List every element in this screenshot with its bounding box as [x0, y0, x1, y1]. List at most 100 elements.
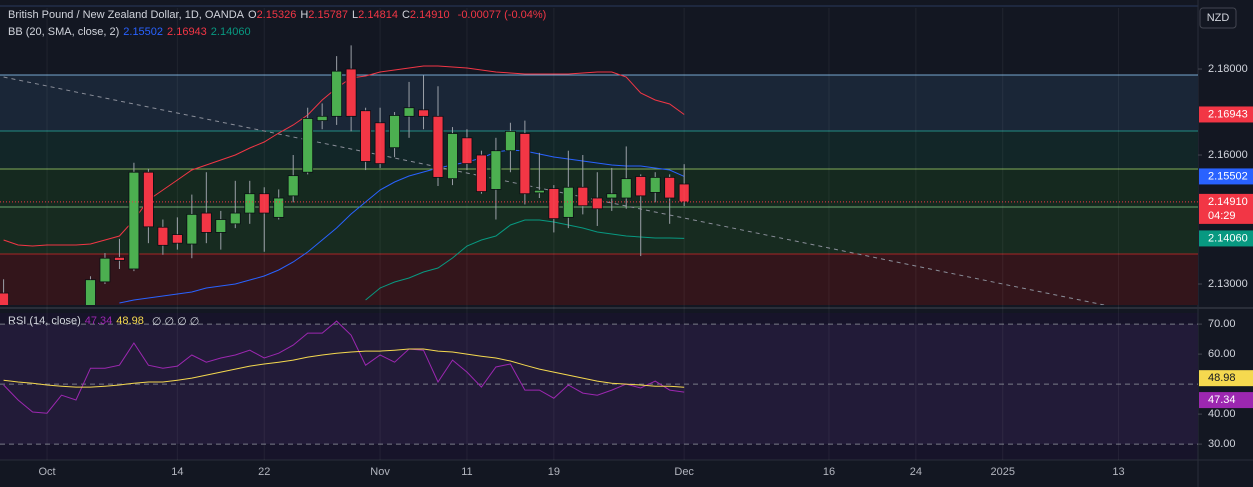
rsi-plot — [0, 320, 1198, 445]
ohlc-key: H — [300, 9, 309, 21]
ohlc-value: 2.15326 — [256, 9, 297, 21]
rsi-line — [3, 320, 685, 414]
candle-body — [635, 176, 647, 197]
bb-values: 2.15502 2.16943 2.14060 — [123, 26, 254, 38]
rsi-value: 47.34 — [84, 315, 113, 327]
ohlc-key: C — [401, 9, 410, 21]
candle-body — [345, 68, 357, 117]
candle-body — [664, 176, 676, 199]
price-pane — [0, 45, 1198, 305]
candle-body — [519, 133, 531, 195]
price-badge-label: 2.14060 — [1208, 232, 1248, 244]
axes: Oct 14 22 Nov 11 19 Dec 16 24 2025 13 2.18000 2.1600… — [38, 8, 1253, 478]
rsi-extra: ∅ ∅ ∅ ∅ — [151, 316, 200, 328]
candle-body — [99, 257, 111, 283]
countdown: 04:29 — [1208, 210, 1236, 222]
y-tick-label: 2.13000 — [1208, 278, 1248, 290]
rsi-badge — [1199, 370, 1253, 387]
x-tick-label: 2025 — [990, 466, 1014, 478]
candle-body — [200, 212, 212, 233]
candle-body — [591, 197, 603, 210]
x-tick-label: 13 — [1112, 466, 1124, 478]
candle-body — [548, 188, 560, 220]
candle-body — [533, 189, 545, 194]
candle-body — [360, 110, 372, 162]
x-tick-label: 11 — [461, 466, 472, 478]
candle-body — [620, 178, 632, 199]
bb-value: 2.16943 — [167, 26, 207, 38]
candle-body — [258, 193, 270, 214]
rsi-value: 48.98 — [116, 315, 144, 327]
candle-body — [649, 176, 661, 193]
candle-body — [0, 292, 10, 305]
ohlc: O2.15326 H2.15787 L2.14814 C2.14910 — [248, 9, 454, 21]
candle-body — [316, 115, 328, 122]
price-badge — [1199, 168, 1253, 185]
candle-body — [490, 150, 502, 190]
bb-name: BB (20, SMA, close, 2) — [8, 26, 120, 38]
candle-body — [171, 234, 183, 244]
candle-body — [374, 122, 386, 165]
x-tick-label: 14 — [171, 466, 183, 478]
close-badge — [1199, 193, 1253, 224]
level-zone — [0, 75, 1198, 132]
rsi-y-tick-label: 40.00 — [1208, 408, 1236, 420]
candle-body — [244, 193, 256, 214]
rsi-legend: RSI (14, close) 47.34 48.98 ∅ ∅ ∅ ∅ — [8, 315, 199, 328]
rsi-y-tick-label: 70.00 — [1208, 318, 1236, 330]
candle-body — [128, 171, 140, 270]
change: -0.00077 (-0.04%) — [457, 9, 547, 21]
price-badge — [1199, 230, 1253, 247]
y-tick-label: 2.16000 — [1208, 149, 1248, 161]
rsi-values: 47.34 48.98 — [85, 315, 148, 328]
x-tick-label: Dec — [674, 466, 694, 478]
candle-body — [142, 171, 154, 228]
candle-body — [331, 70, 343, 117]
ohlc-key: L — [352, 9, 359, 21]
price-badge-label: 2.15502 — [1208, 170, 1248, 182]
candle-body — [215, 219, 227, 233]
candle-body — [577, 186, 589, 207]
x-tick-label: 22 — [258, 466, 270, 478]
y-tick-label: 2.18000 — [1208, 63, 1248, 75]
candle-body — [389, 115, 400, 149]
candle-body — [606, 193, 618, 199]
candle-body — [85, 279, 96, 305]
price-badge-label: 2.16943 — [1208, 108, 1248, 120]
rsi-y-tick-label: 30.00 — [1208, 438, 1236, 450]
ohlc-key: O — [248, 9, 257, 21]
rsi-name: RSI (14, close) — [8, 315, 81, 327]
candle-body — [273, 197, 285, 218]
price-badge — [1199, 106, 1253, 123]
rsi-badge-label: 48.98 — [1208, 372, 1236, 384]
symbol-legend: British Pound / New Zealand Dollar, 1D, … — [8, 9, 546, 21]
candle-body — [229, 212, 241, 225]
currency: NZD — [1207, 12, 1230, 24]
rsi-badge — [1199, 392, 1253, 409]
bb-value: 2.15502 — [123, 26, 164, 38]
rsi-badge-label: 47.34 — [1208, 394, 1236, 406]
symbol-title: British Pound / New Zealand Dollar, 1D, … — [8, 9, 244, 21]
x-tick-label: 24 — [910, 466, 922, 478]
bb-line — [365, 219, 685, 301]
level-zone — [0, 254, 1198, 305]
bb-value: 2.14060 — [210, 26, 251, 38]
ohlc-value: 2.14814 — [358, 9, 398, 21]
candle-body — [403, 107, 415, 117]
level-zone — [0, 131, 1198, 170]
candle-body — [476, 154, 487, 192]
candle-body — [114, 256, 125, 261]
candle-body — [447, 133, 458, 180]
x-tick-label: 19 — [548, 466, 560, 478]
level-zone — [0, 207, 1198, 255]
candle-body — [157, 226, 169, 246]
candle-body — [432, 115, 444, 178]
bb-line — [119, 149, 685, 304]
candle-body — [186, 213, 198, 245]
currency-box[interactable] — [1199, 7, 1237, 29]
rsi-y-tick-label: 60.00 — [1208, 348, 1236, 360]
candle-body — [418, 109, 429, 117]
candle-body — [504, 130, 516, 152]
